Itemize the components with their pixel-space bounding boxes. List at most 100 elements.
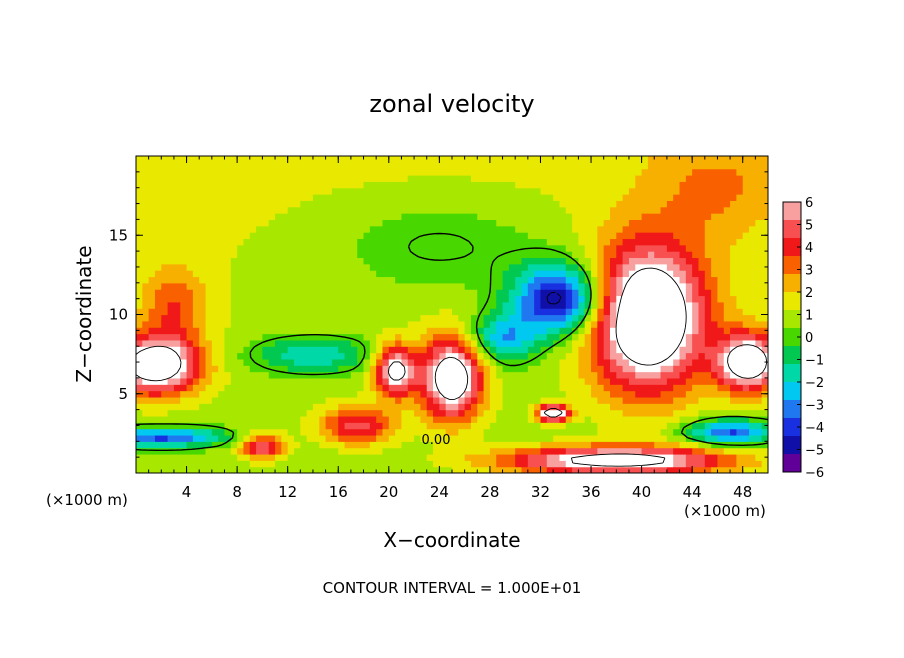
heatmap-cell xyxy=(698,295,706,303)
heatmap-cell xyxy=(136,460,143,468)
heatmap-cell xyxy=(622,168,630,176)
heatmap-cell xyxy=(218,187,226,195)
heatmap-cell xyxy=(515,339,523,347)
heatmap-cell xyxy=(401,352,409,360)
heatmap-cell xyxy=(546,257,554,265)
heatmap-cell xyxy=(420,415,428,423)
heatmap-cell xyxy=(723,263,731,271)
heatmap-cell xyxy=(306,181,314,189)
heatmap-cell xyxy=(414,238,421,246)
heatmap-cell xyxy=(439,403,447,411)
heatmap-cell xyxy=(698,371,706,379)
heatmap-cell xyxy=(761,409,768,417)
heatmap-cell xyxy=(553,377,561,385)
heatmap-cell xyxy=(426,390,434,398)
heatmap-cell xyxy=(597,441,605,449)
heatmap-cell xyxy=(382,219,390,227)
heatmap-cell xyxy=(224,466,232,473)
heatmap-cell xyxy=(591,232,598,240)
heatmap-cell xyxy=(211,156,219,163)
heatmap-cell xyxy=(363,428,371,436)
heatmap-cell xyxy=(243,251,251,259)
heatmap-cell xyxy=(275,365,282,373)
heatmap-cell xyxy=(660,270,668,278)
heatmap-cell xyxy=(698,238,706,246)
heatmap-cell xyxy=(338,206,346,214)
heatmap-cell xyxy=(433,371,440,379)
heatmap-cell xyxy=(414,168,421,176)
heatmap-cell xyxy=(300,396,308,404)
heatmap-cell xyxy=(420,352,428,360)
heatmap-cell xyxy=(464,447,472,455)
heatmap-cell xyxy=(382,441,390,449)
heatmap-cell xyxy=(483,187,491,195)
heatmap-cell xyxy=(521,384,529,392)
heatmap-cell xyxy=(369,308,377,316)
heatmap-cell xyxy=(287,453,295,461)
heatmap-cell xyxy=(300,384,308,392)
heatmap-cell xyxy=(584,422,592,430)
heatmap-cell xyxy=(243,289,251,297)
heatmap-cell xyxy=(730,194,737,201)
heatmap-cell xyxy=(287,213,295,220)
heatmap-cell xyxy=(591,460,598,468)
heatmap-cell xyxy=(736,257,744,265)
heatmap-cell xyxy=(736,390,744,398)
heatmap-cell xyxy=(224,358,232,366)
heatmap-cell xyxy=(205,365,213,373)
heatmap-cell xyxy=(610,194,617,201)
heatmap-cell xyxy=(742,327,750,335)
heatmap-cell xyxy=(237,384,245,392)
heatmap-cell xyxy=(439,232,447,240)
heatmap-cell xyxy=(173,213,181,220)
heatmap-cell xyxy=(300,415,308,423)
heatmap-cell xyxy=(553,263,561,271)
heatmap-cell xyxy=(136,213,143,220)
heatmap-cell xyxy=(584,447,592,455)
heatmap-cell xyxy=(679,377,687,385)
heatmap-cell xyxy=(673,346,681,354)
heatmap-cell xyxy=(401,162,409,170)
heatmap-cell xyxy=(173,422,181,430)
heatmap-cell xyxy=(692,466,700,473)
heatmap-cell xyxy=(262,377,270,385)
heatmap-cell xyxy=(287,327,295,335)
heatmap-cell xyxy=(502,219,510,227)
heatmap-cell xyxy=(603,270,611,278)
heatmap-cell xyxy=(685,187,693,195)
heatmap-cell xyxy=(426,295,434,303)
heatmap-cell xyxy=(628,365,636,373)
heatmap-cell xyxy=(154,244,162,252)
heatmap-cell xyxy=(433,156,440,163)
heatmap-cell xyxy=(527,327,535,335)
heatmap-cell xyxy=(603,276,611,284)
heatmap-cell xyxy=(591,453,598,461)
heatmap-cell xyxy=(395,434,403,442)
heatmap-cell xyxy=(527,384,535,392)
heatmap-cell xyxy=(154,390,162,398)
heatmap-cell xyxy=(641,289,649,297)
heatmap-cell xyxy=(755,466,763,473)
heatmap-cell xyxy=(610,384,617,392)
heatmap-cell xyxy=(616,422,624,430)
heatmap-cell xyxy=(211,403,219,411)
heatmap-cell xyxy=(591,270,598,278)
heatmap-cell xyxy=(452,396,459,404)
heatmap-cell xyxy=(275,251,282,259)
heatmap-cell xyxy=(369,244,377,252)
heatmap-cell xyxy=(186,251,194,259)
heatmap-cell xyxy=(635,358,643,366)
heatmap-cell xyxy=(628,225,636,233)
heatmap-cell xyxy=(439,422,447,430)
heatmap-cell xyxy=(717,175,725,182)
heatmap-cell xyxy=(407,422,415,430)
heatmap-cell xyxy=(148,415,156,423)
heatmap-cell xyxy=(515,244,523,252)
heatmap-cell xyxy=(224,200,232,208)
heatmap-cell xyxy=(167,175,175,182)
heatmap-cell xyxy=(211,263,219,271)
heatmap-cell xyxy=(553,415,561,423)
heatmap-cell xyxy=(685,181,693,189)
heatmap-cell xyxy=(306,460,314,468)
heatmap-cell xyxy=(420,466,428,473)
